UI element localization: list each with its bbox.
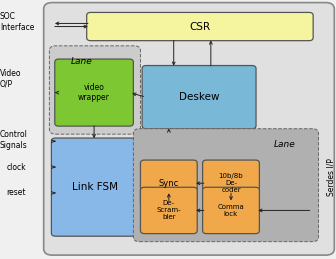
Text: CSR: CSR xyxy=(190,21,210,32)
FancyBboxPatch shape xyxy=(142,66,256,129)
FancyBboxPatch shape xyxy=(203,187,259,234)
FancyBboxPatch shape xyxy=(140,187,197,234)
FancyBboxPatch shape xyxy=(51,138,138,236)
Text: Serdes I/P: Serdes I/P xyxy=(327,159,335,196)
Text: Lane: Lane xyxy=(71,57,92,66)
FancyBboxPatch shape xyxy=(55,59,133,126)
Text: Lane: Lane xyxy=(274,140,296,149)
FancyBboxPatch shape xyxy=(140,160,197,206)
FancyBboxPatch shape xyxy=(49,46,140,134)
Text: Video
O/P: Video O/P xyxy=(0,69,22,89)
Text: 10b/8b
De-
coder: 10b/8b De- coder xyxy=(219,173,243,193)
Text: De-
Scram-
bler: De- Scram- bler xyxy=(157,200,181,220)
Text: reset: reset xyxy=(7,189,26,197)
Text: Sync: Sync xyxy=(159,179,179,188)
FancyBboxPatch shape xyxy=(203,160,259,206)
Text: clock: clock xyxy=(7,163,26,171)
FancyBboxPatch shape xyxy=(44,3,334,255)
Text: Deskew: Deskew xyxy=(179,92,219,102)
Text: SOC
Interface: SOC Interface xyxy=(0,12,34,32)
Text: Comma
lock: Comma lock xyxy=(218,204,244,217)
Text: Link FSM: Link FSM xyxy=(72,182,118,192)
Text: Control
Signals: Control Signals xyxy=(0,130,28,149)
FancyBboxPatch shape xyxy=(87,12,313,41)
FancyBboxPatch shape xyxy=(133,129,319,242)
Text: video
wrapper: video wrapper xyxy=(78,83,110,102)
